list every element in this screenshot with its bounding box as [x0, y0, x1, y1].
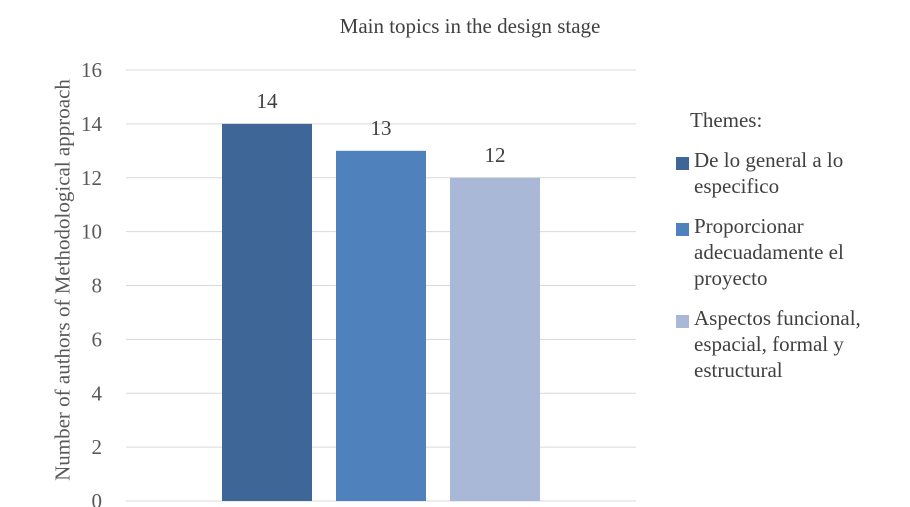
y-tick-label: 16: [81, 58, 102, 82]
legend-label-series-2: Proporcionar adecuadamente el proyecto: [694, 214, 844, 290]
legend-item-series-1[interactable]: De lo general a lo especifico: [676, 147, 910, 199]
legend-label-series-1: De lo general a lo especifico: [694, 148, 844, 198]
data-label-series-3: 12: [485, 143, 506, 167]
y-tick-label: 6: [92, 327, 103, 351]
y-tick-label: 2: [92, 435, 103, 459]
legend-title: Themes:: [690, 108, 763, 132]
y-tick-label: 8: [92, 274, 103, 298]
legend-swatch-series-3: [676, 315, 689, 328]
y-tick-label: 0: [92, 489, 103, 507]
data-labels: 14 13 12: [257, 89, 506, 167]
legend-item-series-3[interactable]: Aspectos funcional, espacial, formal y e…: [676, 305, 910, 383]
y-tick-label: 14: [81, 112, 103, 136]
bar-series-2[interactable]: [336, 150, 426, 501]
y-tick-label: 4: [92, 381, 103, 405]
bar-series-3[interactable]: [450, 177, 540, 501]
bar-series-1[interactable]: [222, 123, 312, 501]
legend-item-series-2[interactable]: Proporcionar adecuadamente el proyecto: [676, 213, 910, 291]
y-tick-label: 10: [81, 220, 102, 244]
y-axis-label-wrap: Number of authors of Methodological appr…: [28, 60, 98, 500]
y-tick-labels: 0 2 4 6 8 10 12 14 16: [81, 58, 103, 507]
chart-title: Main topics in the design stage: [339, 14, 601, 38]
legend-swatch-series-1: [676, 157, 689, 170]
legend: Themes: De lo general a lo especifico Pr…: [676, 108, 910, 397]
legend-label-series-3: Aspectos funcional, espacial, formal y e…: [694, 306, 861, 382]
y-axis-label: Number of authors of Methodological appr…: [50, 79, 75, 481]
data-label-series-2: 13: [371, 116, 392, 140]
bars: [222, 123, 540, 501]
legend-swatch-series-2: [676, 223, 689, 236]
y-tick-label: 12: [81, 166, 102, 190]
data-label-series-1: 14: [257, 89, 279, 113]
